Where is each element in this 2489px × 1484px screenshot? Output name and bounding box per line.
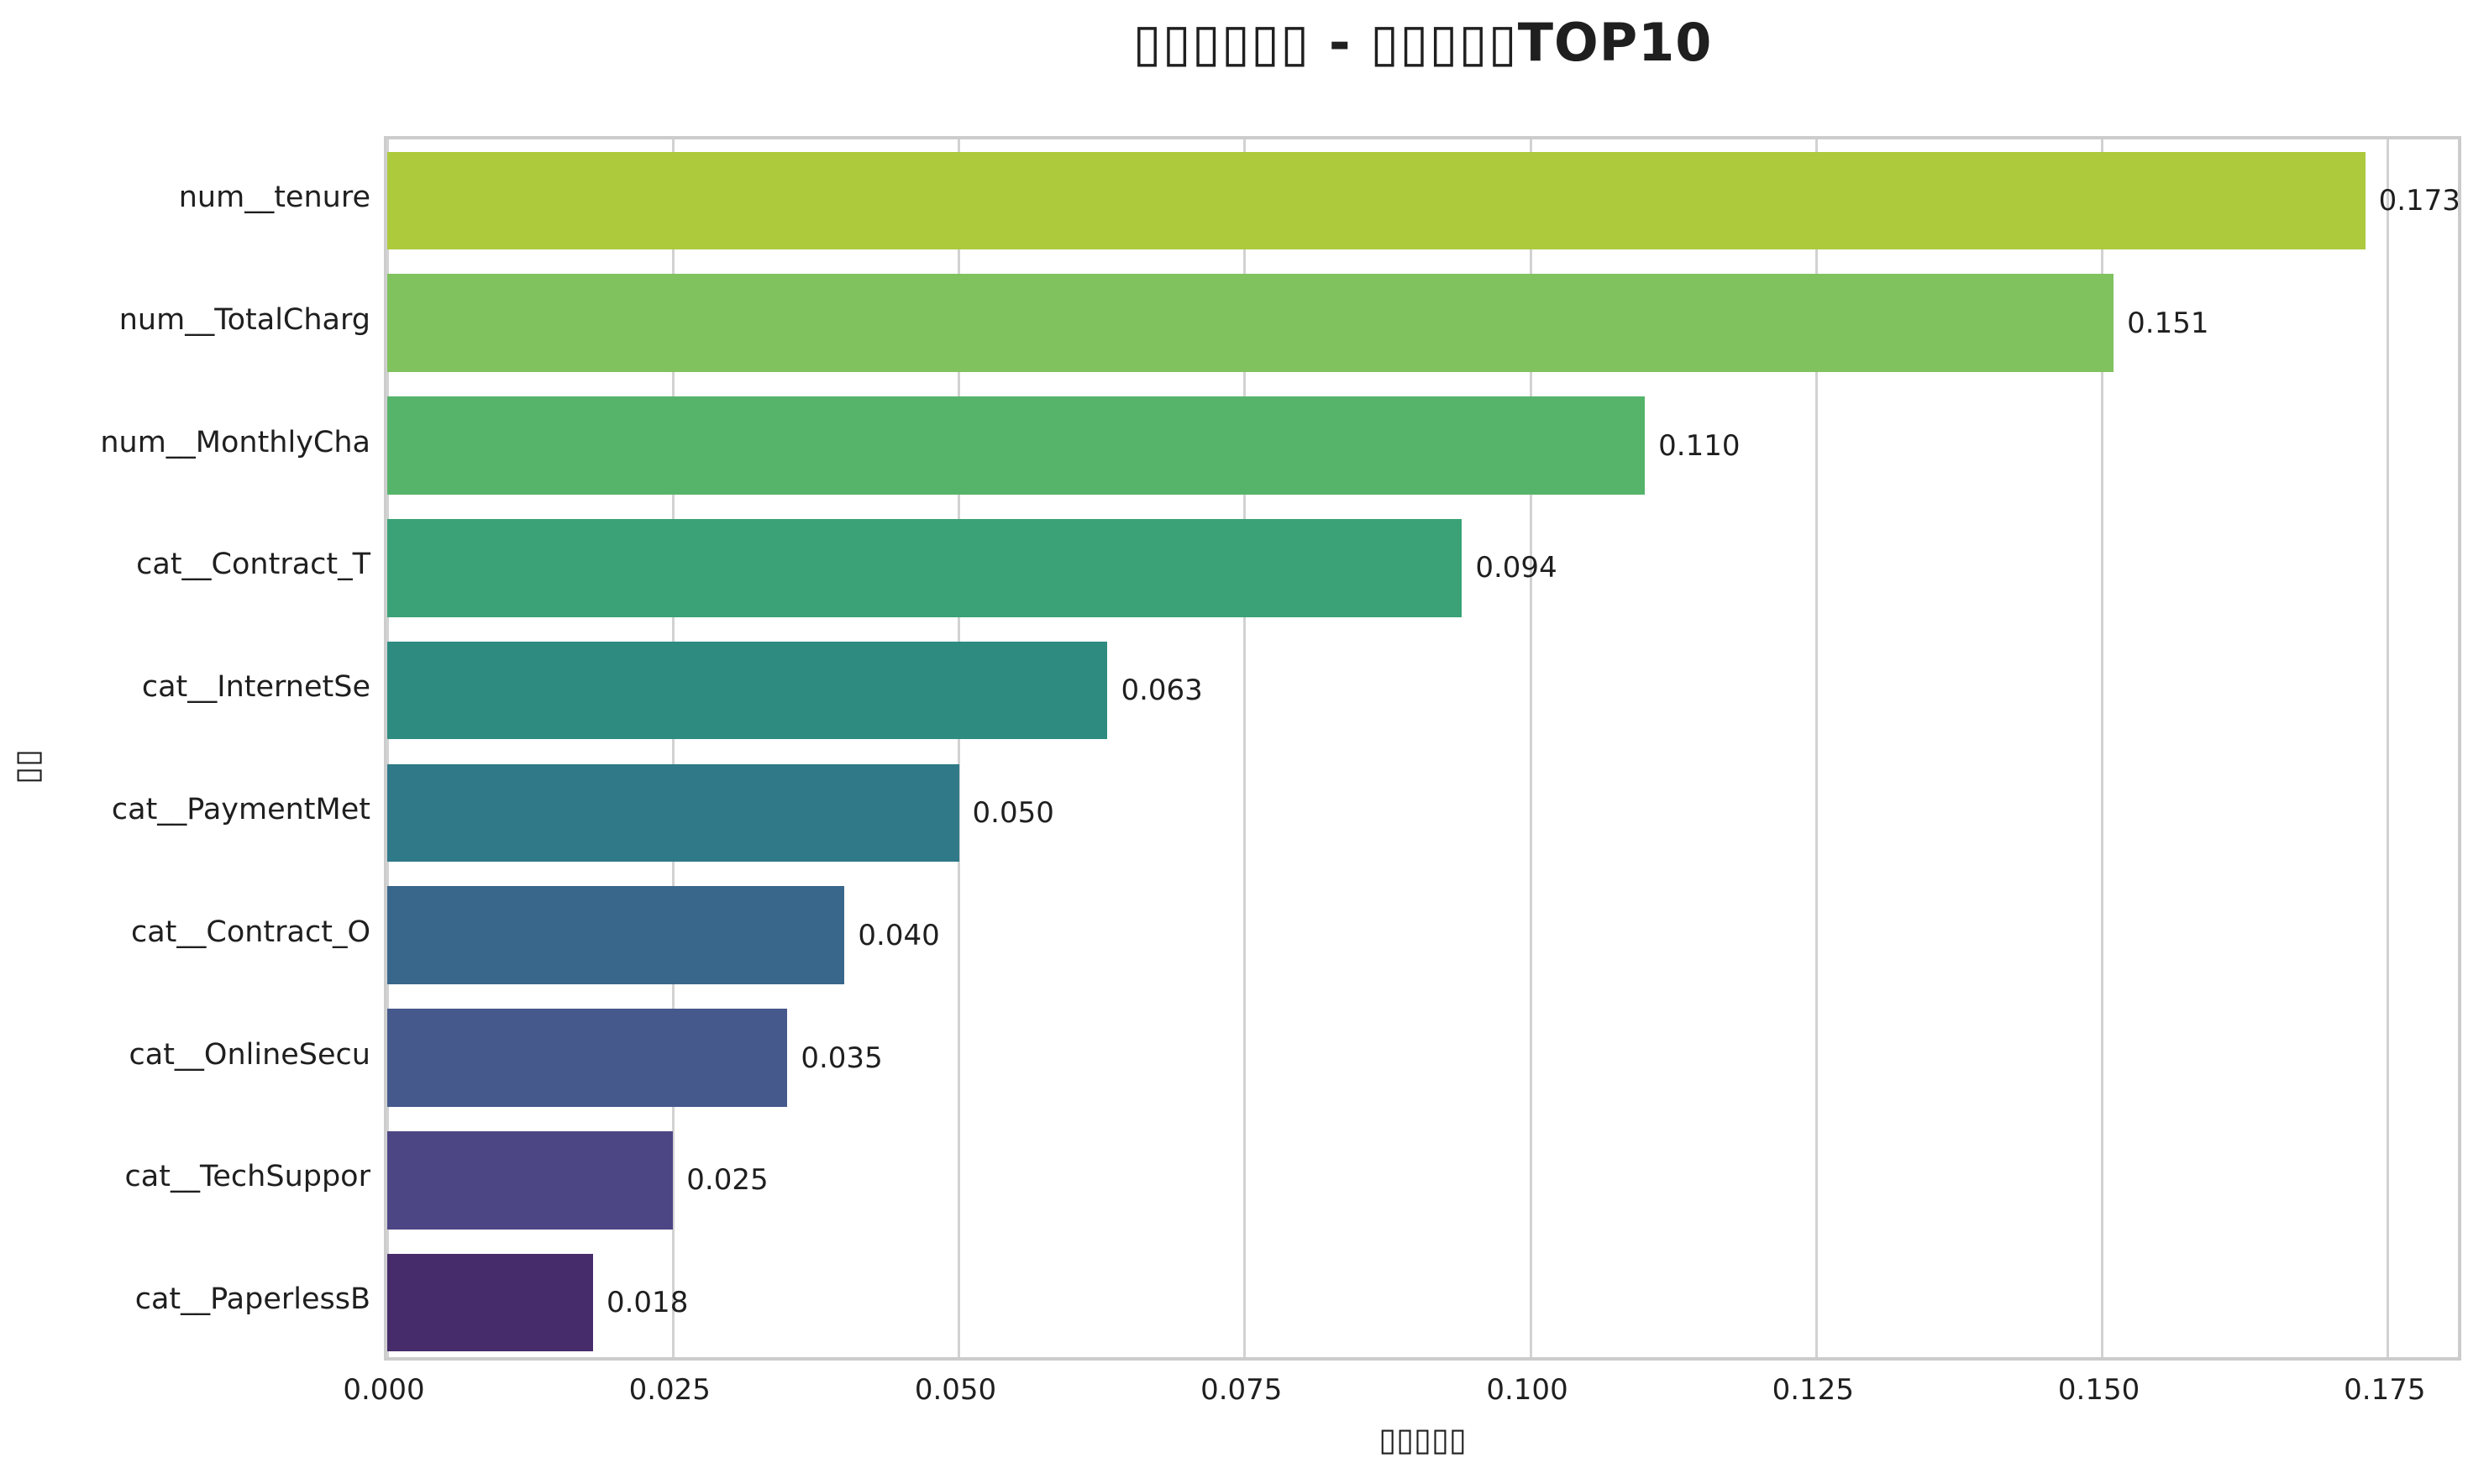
x-tick-label-0.125: 0.125 <box>1772 1373 1854 1407</box>
bar-value-label: 0.025 <box>686 1163 769 1198</box>
bar-value-label: 0.050 <box>972 795 1054 830</box>
y-tick-label-cat__PaymentMet: cat__PaymentMet <box>111 792 370 826</box>
bar-cat__PaymentMet <box>387 763 959 863</box>
bar-value-label: 0.063 <box>1121 674 1203 708</box>
y-tick-label-cat__InternetSe: cat__InternetSe <box>141 670 370 705</box>
chart-title: ▯▯▯▯▯▯ - ▯▯▯▯▯TOP10 <box>1132 12 1713 73</box>
x-tick-label-0.100: 0.100 <box>1486 1373 1568 1407</box>
y-tick-label-num__tenure: num__tenure <box>178 180 370 214</box>
gridline-x-0.075 <box>1243 139 1247 1357</box>
bar-cat__Contract_T <box>387 518 1462 617</box>
bar-value-label: 0.018 <box>606 1286 689 1320</box>
bar-value-label: 0.110 <box>1658 428 1741 463</box>
y-tick-label-cat__TechSuppor: cat__TechSuppor <box>124 1160 370 1194</box>
y-tick-label-num__TotalCharg: num__TotalCharg <box>118 302 370 337</box>
bar-value-label: 0.035 <box>801 1041 883 1075</box>
gridline-x-0.050 <box>958 139 961 1357</box>
y-tick-label-cat__Contract_T: cat__Contract_T <box>136 548 370 582</box>
bar-value-label: 0.094 <box>1475 551 1557 585</box>
gridline-x-0.175 <box>2387 139 2390 1357</box>
y-axis-label: ▯▯ <box>8 749 45 784</box>
bar-cat__PaperlessB <box>387 1253 593 1352</box>
x-tick-label-0.000: 0.000 <box>343 1373 425 1407</box>
bar-num__tenure <box>387 151 2366 250</box>
bar-cat__Contract_O <box>387 886 845 984</box>
y-tick-label-num__MonthlyCha: num__MonthlyCha <box>100 425 370 459</box>
y-tick-label-cat__PaperlessB: cat__PaperlessB <box>134 1282 370 1317</box>
plot-area: 0.173 0.151 0.110 0.094 0.063 0.050 0.040 0.035… <box>384 136 2461 1361</box>
gridline-x-0.000 <box>386 139 389 1357</box>
y-tick-label-cat__Contract_O: cat__Contract_O <box>130 915 370 949</box>
x-tick-label-0.050: 0.050 <box>914 1373 997 1407</box>
x-tick-label-0.150: 0.150 <box>2057 1373 2140 1407</box>
x-tick-label-0.075: 0.075 <box>1200 1373 1283 1407</box>
bar-cat__OnlineSecu <box>387 1009 788 1107</box>
gridline-x-0.100 <box>1529 139 1532 1357</box>
bar-value-label: 0.151 <box>2127 306 2209 340</box>
bar-value-label: 0.173 <box>2378 183 2460 218</box>
gridline-x-0.150 <box>2101 139 2104 1357</box>
gridline-x-0.125 <box>1814 139 1818 1357</box>
bar-cat__TechSuppor <box>387 1130 674 1230</box>
y-tick-label-cat__OnlineSecu: cat__OnlineSecu <box>129 1037 371 1072</box>
bar-value-label: 0.040 <box>858 918 940 952</box>
bar-num__MonthlyCha <box>387 396 1646 495</box>
x-axis-label: ▯▯▯▯▯ <box>1378 1421 1467 1458</box>
x-tick-label-0.175: 0.175 <box>2344 1373 2426 1407</box>
bar-cat__InternetSe <box>387 641 1108 740</box>
gridline-x-0.025 <box>671 139 675 1357</box>
bar-num__TotalCharg <box>387 274 2114 372</box>
x-tick-label-0.025: 0.025 <box>628 1373 711 1407</box>
